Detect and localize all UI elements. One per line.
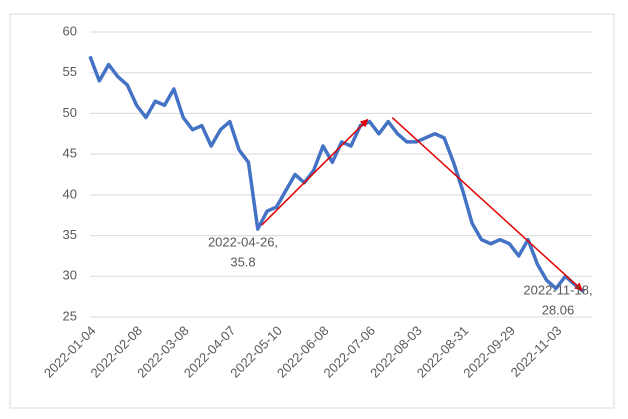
trend-arrow: [391, 117, 583, 291]
line: [88, 55, 586, 294]
trend-arrow: [261, 118, 369, 226]
y-tick-label: 55: [63, 64, 77, 79]
y-tick-label: 50: [63, 105, 77, 120]
chart-frame: [9, 13, 615, 409]
y-tick-label: 40: [63, 186, 77, 201]
annotation: 28.06: [542, 302, 575, 317]
annotation: 2022-04-26,: [208, 234, 278, 249]
y-tick-label: 60: [63, 23, 77, 38]
y-tick-label: 45: [63, 146, 77, 161]
y-tick-label: 35: [63, 227, 77, 242]
annotation: 35.8: [230, 254, 255, 269]
annotation: 2022-11-18,: [523, 282, 592, 297]
y-tick-label: 25: [63, 308, 77, 323]
y-tick-label: 30: [63, 268, 77, 283]
